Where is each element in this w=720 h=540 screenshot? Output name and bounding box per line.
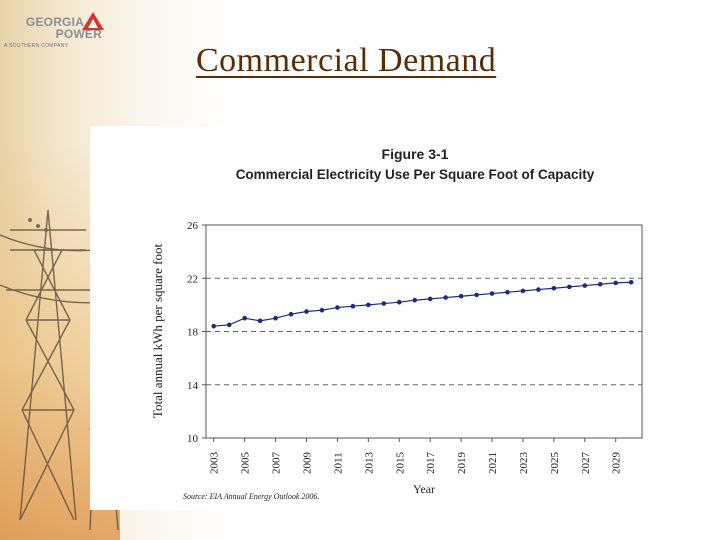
data-point-2027 (582, 283, 588, 288)
data-point-2014 (381, 301, 387, 306)
data-point-2013 (366, 302, 371, 308)
data-point-2025 (551, 285, 557, 291)
x-tick-label-2007: 2007 (271, 452, 283, 475)
chart-xlabel: Year (413, 482, 435, 496)
chart-source: Source: EIA Annual Energy Outlook 2006. (183, 492, 319, 501)
data-point-2020 (474, 292, 479, 298)
data-point-2008 (288, 311, 294, 317)
data-point-2022 (505, 289, 510, 295)
data-point-2011 (335, 305, 340, 310)
logo-line-1: GEORGIA (25, 15, 84, 29)
logo-triangle-icon (82, 12, 104, 30)
y-tick-label-26: 26 (187, 220, 199, 232)
data-point-2030 (628, 279, 634, 285)
data-point-2028 (597, 281, 603, 287)
data-point-2006 (257, 318, 263, 324)
data-point-2026 (567, 284, 572, 290)
x-tick-label-2003: 2003 (209, 452, 221, 475)
data-point-2024 (536, 287, 541, 292)
x-tick-label-2025: 2025 (549, 452, 561, 475)
data-point-2019 (458, 293, 464, 299)
line-chart: Figure 3-1 Commercial Electricity Use Pe… (150, 146, 643, 501)
chart-figure-label: Figure 3-1 (382, 146, 449, 162)
x-tick-label-2015: 2015 (394, 452, 406, 475)
x-tick-label-2005: 2005 (240, 452, 252, 475)
data-point-2007 (273, 315, 278, 321)
x-tick-label-2027: 2027 (580, 452, 592, 475)
x-tick-label-2011: 2011 (332, 452, 344, 474)
data-point-2012 (350, 303, 356, 309)
x-tick-label-2023: 2023 (518, 452, 530, 475)
data-point-2010 (319, 307, 325, 313)
data-point-2015 (396, 299, 402, 305)
data-point-2029 (613, 280, 619, 286)
georgia-power-logo: GEORGIA POWER A SOUTHERN COMPANY (4, 12, 104, 52)
data-point-2003 (211, 323, 217, 329)
figure-panel: Figure 3-1 Commercial Electricity Use Pe… (90, 126, 680, 510)
x-tick-label-2017: 2017 (425, 452, 437, 475)
data-point-2004 (226, 322, 232, 328)
chart-title: Commercial Electricity Use Per Square Fo… (236, 167, 595, 182)
data-point-2021 (489, 291, 495, 296)
y-tick-label-14: 14 (187, 380, 199, 392)
data-point-2009 (304, 309, 309, 314)
x-tick-label-2013: 2013 (363, 452, 375, 475)
x-tick-label-2009: 2009 (301, 452, 313, 475)
data-point-2023 (520, 288, 526, 294)
data-point-2017 (427, 296, 433, 302)
data-point-2005 (242, 315, 247, 321)
logo-tagline: A SOUTHERN COMPANY (4, 43, 69, 49)
y-tick-label-10: 10 (187, 433, 199, 445)
y-tick-label-18: 18 (187, 327, 199, 339)
logo-line-2: POWER (55, 27, 102, 41)
x-tick-label-2019: 2019 (456, 452, 468, 475)
x-tick-label-2029: 2029 (611, 452, 623, 475)
y-tick-label-22: 22 (187, 273, 198, 285)
chart-ylabel: Total annual kWh per square foot (150, 244, 165, 419)
series-line-0 (213, 281, 632, 327)
data-point-2016 (412, 297, 418, 303)
x-tick-label-2021: 2021 (487, 452, 499, 474)
slide-title: Commercial Demand (196, 42, 497, 79)
data-point-2018 (443, 295, 448, 300)
